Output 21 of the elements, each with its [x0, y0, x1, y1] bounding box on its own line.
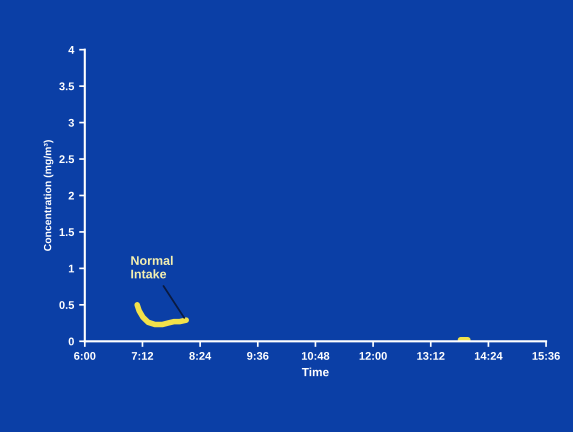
- y-tick-label: 0: [68, 338, 74, 346]
- y-tick-label: 1.5: [60, 228, 74, 236]
- x-axis-title: Time: [302, 368, 329, 376]
- x-tick-label: 13:12: [417, 352, 445, 360]
- y-axis-title: Concentration (mg/m³): [44, 140, 54, 251]
- x-tick-label: 9:36: [247, 352, 268, 360]
- y-tick-label: 3: [68, 118, 74, 127]
- x-tick-label: 12:00: [360, 352, 387, 360]
- y-tick-label: 3.5: [59, 82, 74, 90]
- annotation: Normal Intake: [131, 256, 173, 278]
- x-tick-label: 7:12: [132, 352, 154, 360]
- x-tick-label: 6:00: [74, 352, 96, 360]
- y-tick-label: 2: [68, 192, 74, 200]
- x-tick-label: 8:24: [189, 352, 212, 360]
- y-tick-label: 1: [68, 264, 74, 272]
- y-tick-label: 2.5: [59, 155, 74, 164]
- y-tick-label: 4: [68, 46, 74, 54]
- x-tick-label: 10:48: [302, 352, 330, 360]
- y-tick-label: 0.5: [59, 301, 74, 309]
- x-tick-label: 14:24: [474, 352, 503, 360]
- x-tick-label: 15:36: [532, 352, 560, 360]
